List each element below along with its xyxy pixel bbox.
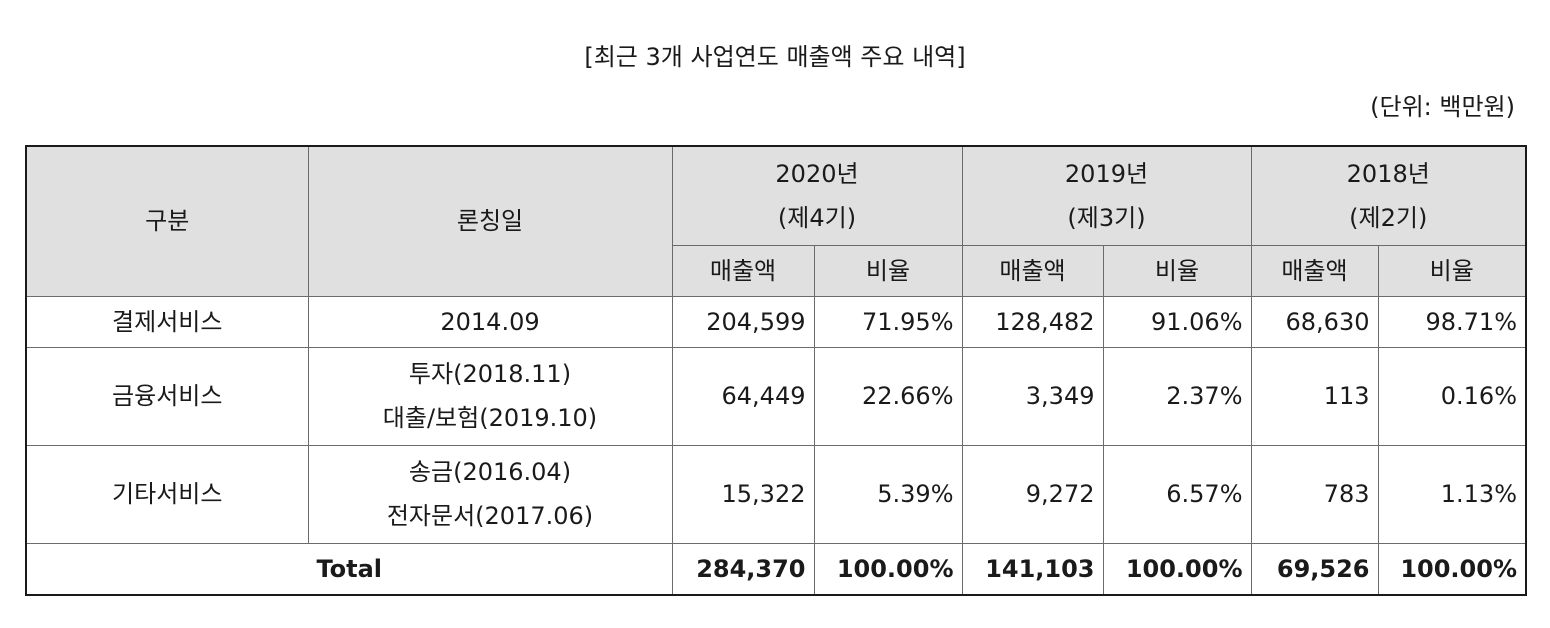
sales-value: 9,272 [961, 444, 1104, 544]
row-category: 기타서비스 [25, 444, 309, 544]
ratio-value: 2.37% [1102, 346, 1252, 446]
year-label: 2020년 [775, 159, 859, 188]
subheader-sales: 매출액 [671, 244, 815, 297]
subheader-ratio: 비율 [1102, 244, 1252, 297]
total-sales: 141,103 [961, 542, 1104, 596]
period-label: (제4기) [777, 203, 857, 232]
row-category: 결제서비스 [25, 295, 309, 348]
table-row: 기타서비스 송금(2016.04) 전자문서(2017.06) 15,322 5… [25, 444, 1527, 544]
subheader-sales: 매출액 [1250, 244, 1379, 297]
period-label: (제3기) [1067, 203, 1146, 232]
total-sales: 284,370 [671, 542, 815, 596]
sales-value: 113 [1250, 346, 1379, 446]
launch-line: 투자(2018.11) [408, 360, 572, 388]
sales-value: 64,449 [671, 346, 815, 446]
ratio-value: 5.39% [813, 444, 963, 544]
header-year-2020: 2020년 (제4기) [671, 145, 963, 246]
table-row: 결제서비스 2014.09 204,599 71.95% 128,482 91.… [25, 295, 1527, 348]
unit-note: (단위: 백만원) [1370, 93, 1515, 121]
sales-table: 구분 론칭일 2020년 (제4기) 2019년 (제3기) 2018년 (제2… [25, 145, 1527, 596]
ratio-value: 0.16% [1377, 346, 1527, 446]
year-label: 2018년 [1346, 159, 1430, 188]
ratio-value: 6.57% [1102, 444, 1252, 544]
sales-value: 783 [1250, 444, 1379, 544]
launch-line: 대출/보험(2019.10) [382, 404, 598, 432]
row-launch-date: 투자(2018.11) 대출/보험(2019.10) [307, 346, 673, 446]
subheader-ratio: 비율 [1377, 244, 1527, 297]
row-launch-date: 송금(2016.04) 전자문서(2017.06) [307, 444, 673, 544]
subheader-ratio: 비율 [813, 244, 963, 297]
header-year-2018: 2018년 (제2기) [1250, 145, 1527, 246]
total-sales: 69,526 [1250, 542, 1379, 596]
total-ratio: 100.00% [1102, 542, 1252, 596]
sales-value: 3,349 [961, 346, 1104, 446]
year-label: 2019년 [1064, 159, 1149, 188]
subheader-sales: 매출액 [961, 244, 1104, 297]
ratio-value: 71.95% [813, 295, 963, 348]
ratio-value: 98.71% [1377, 295, 1527, 348]
total-label: Total [25, 542, 673, 596]
header-year-2019: 2019년 (제3기) [961, 145, 1252, 246]
sales-value: 128,482 [961, 295, 1104, 348]
row-category: 금융서비스 [25, 346, 309, 446]
header-category: 구분 [25, 145, 309, 297]
ratio-value: 22.66% [813, 346, 963, 446]
table-title: [최근 3개 사업연도 매출액 주요 내역] [584, 43, 966, 71]
table-row: 금융서비스 투자(2018.11) 대출/보험(2019.10) 64,449 … [25, 346, 1527, 446]
sales-value: 15,322 [671, 444, 815, 544]
sales-value: 68,630 [1250, 295, 1379, 348]
sales-value: 204,599 [671, 295, 815, 348]
total-ratio: 100.00% [1377, 542, 1527, 596]
launch-line: 전자문서(2017.06) [386, 502, 594, 530]
launch-line: 송금(2016.04) [408, 458, 572, 486]
row-launch-date: 2014.09 [307, 295, 673, 348]
header-launch-date: 론칭일 [307, 145, 673, 297]
ratio-value: 1.13% [1377, 444, 1527, 544]
total-ratio: 100.00% [813, 542, 963, 596]
ratio-value: 91.06% [1102, 295, 1252, 348]
period-label: (제2기) [1349, 203, 1428, 232]
total-row: Total 284,370 100.00% 141,103 100.00% 69… [25, 542, 1527, 596]
